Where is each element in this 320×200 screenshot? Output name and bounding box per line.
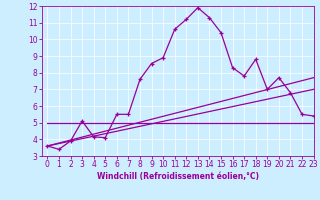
X-axis label: Windchill (Refroidissement éolien,°C): Windchill (Refroidissement éolien,°C)	[97, 172, 259, 181]
